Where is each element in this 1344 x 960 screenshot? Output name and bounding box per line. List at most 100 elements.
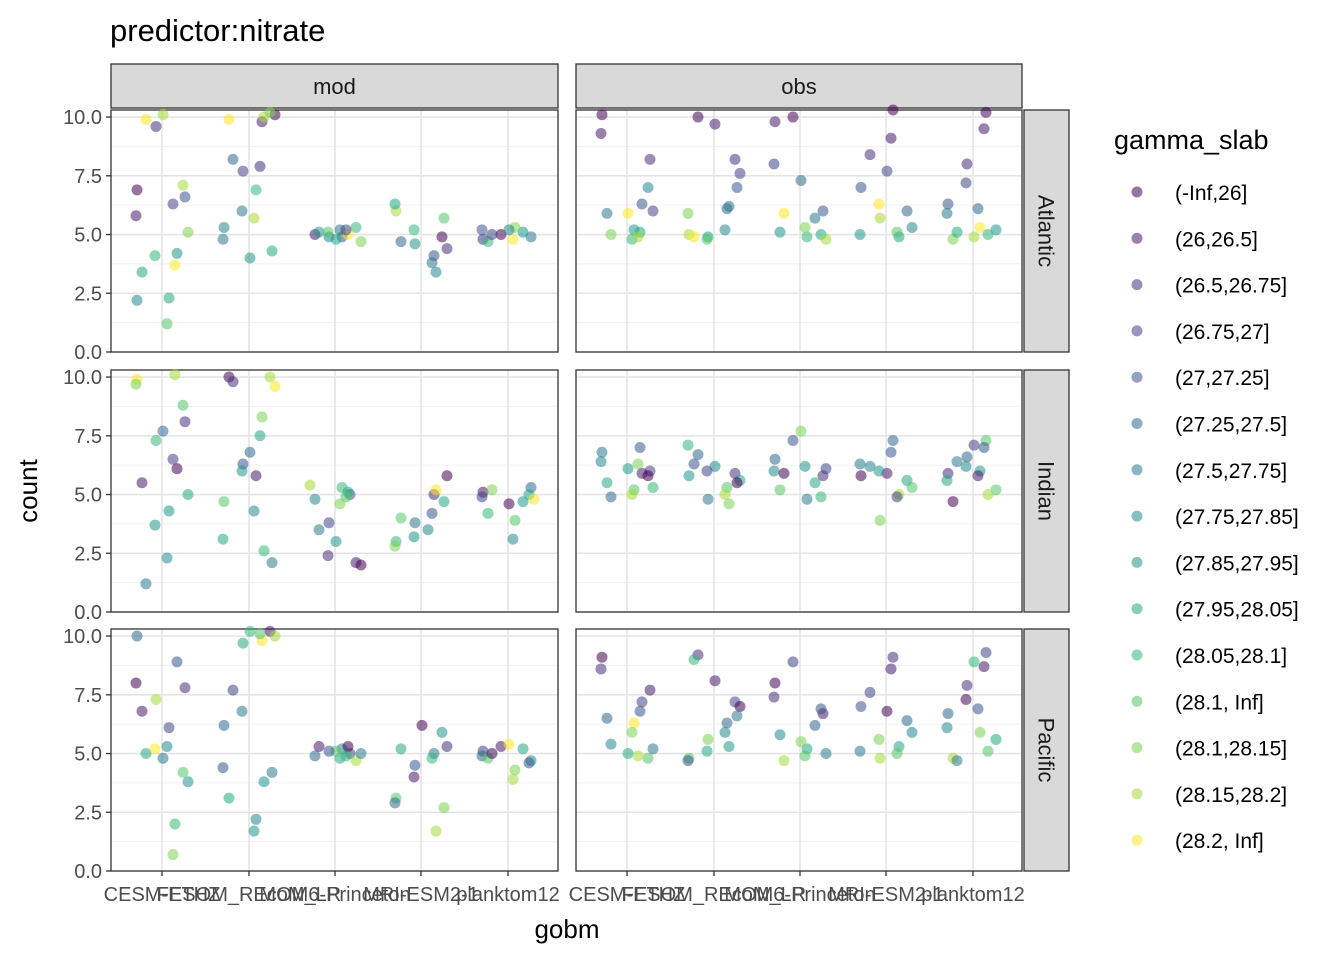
legend-label: (27.95,28.05] bbox=[1175, 599, 1299, 622]
panel-border bbox=[110, 369, 559, 613]
data-point bbox=[601, 207, 613, 219]
data-point bbox=[605, 491, 617, 503]
data-point bbox=[389, 797, 401, 809]
panel-obs-atlantic bbox=[575, 109, 1023, 353]
data-point bbox=[248, 212, 260, 224]
data-point bbox=[309, 750, 321, 762]
data-point bbox=[961, 679, 973, 691]
data-point bbox=[815, 491, 827, 503]
data-point bbox=[266, 245, 278, 257]
data-point bbox=[787, 111, 799, 123]
data-point bbox=[179, 191, 191, 203]
data-point bbox=[340, 224, 352, 236]
data-point bbox=[799, 460, 811, 472]
data-point bbox=[974, 221, 986, 233]
data-point bbox=[795, 736, 807, 748]
data-point bbox=[163, 505, 175, 517]
legend-label: (26,26.5] bbox=[1175, 228, 1258, 251]
data-point bbox=[901, 715, 913, 727]
facet-strip-mod bbox=[110, 63, 559, 109]
data-point bbox=[140, 113, 152, 125]
data-point bbox=[266, 557, 278, 569]
data-point bbox=[632, 750, 644, 762]
data-point bbox=[688, 231, 700, 243]
data-point bbox=[887, 434, 899, 446]
data-point bbox=[990, 733, 1002, 745]
data-point bbox=[136, 705, 148, 717]
data-point bbox=[632, 458, 644, 470]
data-point bbox=[809, 212, 821, 224]
data-point bbox=[177, 179, 189, 191]
data-point bbox=[626, 489, 638, 501]
data-point bbox=[634, 442, 646, 454]
y-tick-label: 0.0 bbox=[74, 342, 102, 364]
legend-label: (28.2, Inf] bbox=[1175, 830, 1264, 853]
legend-item: (26.5,26.75] bbox=[1131, 275, 1287, 298]
data-point bbox=[150, 434, 162, 446]
data-point bbox=[163, 722, 175, 734]
data-point bbox=[304, 479, 316, 491]
y-tick-label: 7.5 bbox=[74, 685, 102, 707]
data-point bbox=[509, 514, 521, 526]
data-point bbox=[731, 710, 743, 722]
data-point bbox=[682, 755, 694, 767]
data-point bbox=[815, 703, 827, 715]
data-point bbox=[887, 104, 899, 116]
data-point bbox=[595, 456, 607, 468]
data-point bbox=[438, 496, 450, 508]
data-point bbox=[972, 703, 984, 715]
data-point bbox=[150, 693, 162, 705]
data-point bbox=[408, 224, 420, 236]
data-point bbox=[622, 207, 634, 219]
data-point bbox=[507, 233, 519, 245]
data-point bbox=[795, 174, 807, 186]
legend-item: (27.75,27.85] bbox=[1131, 506, 1299, 529]
data-point bbox=[688, 458, 700, 470]
data-point bbox=[218, 496, 230, 508]
data-point bbox=[605, 738, 617, 750]
data-point bbox=[874, 212, 886, 224]
data-point bbox=[167, 198, 179, 210]
data-point bbox=[157, 109, 169, 121]
data-point bbox=[990, 224, 1002, 236]
x-tick-label: MRI-ESM2-1 bbox=[828, 884, 944, 906]
data-point bbox=[774, 484, 786, 496]
data-point bbox=[217, 233, 229, 245]
data-point bbox=[218, 719, 230, 731]
y-axis-label: count bbox=[13, 458, 43, 522]
legend-label: (28.1, Inf] bbox=[1175, 691, 1264, 714]
y-tick-label: 2.5 bbox=[74, 283, 102, 305]
data-point bbox=[768, 158, 780, 170]
data-point bbox=[340, 750, 352, 762]
legend-item: (-Inf,26] bbox=[1131, 182, 1247, 205]
legend-label: (26.75,27] bbox=[1175, 321, 1270, 344]
data-point bbox=[131, 184, 143, 196]
points-obs-pacific bbox=[595, 646, 1002, 767]
data-point bbox=[495, 229, 507, 241]
data-point bbox=[628, 717, 640, 729]
x-tick-label: planktom12 bbox=[921, 884, 1024, 906]
data-point bbox=[426, 257, 438, 269]
data-point bbox=[323, 517, 335, 529]
y-tick-label: 7.5 bbox=[74, 166, 102, 188]
data-point bbox=[250, 184, 262, 196]
facet-strip-indian bbox=[1023, 369, 1070, 613]
data-point bbox=[769, 453, 781, 465]
data-point bbox=[264, 371, 276, 383]
data-point bbox=[723, 200, 735, 212]
data-point bbox=[258, 545, 270, 557]
points-mod-indian bbox=[130, 369, 540, 590]
data-point bbox=[523, 757, 535, 769]
data-point bbox=[350, 221, 362, 233]
panel-border bbox=[575, 628, 1023, 872]
data-point bbox=[855, 701, 867, 713]
data-point bbox=[426, 752, 438, 764]
data-point bbox=[734, 167, 746, 179]
data-point bbox=[596, 651, 608, 663]
legend-item: (28.1,28.15] bbox=[1131, 738, 1287, 761]
data-point bbox=[503, 224, 515, 236]
facet-strip-pacific bbox=[1023, 628, 1070, 872]
legend-item: (27.25,27.5] bbox=[1131, 414, 1287, 437]
data-point bbox=[150, 120, 162, 132]
data-point bbox=[507, 533, 519, 545]
